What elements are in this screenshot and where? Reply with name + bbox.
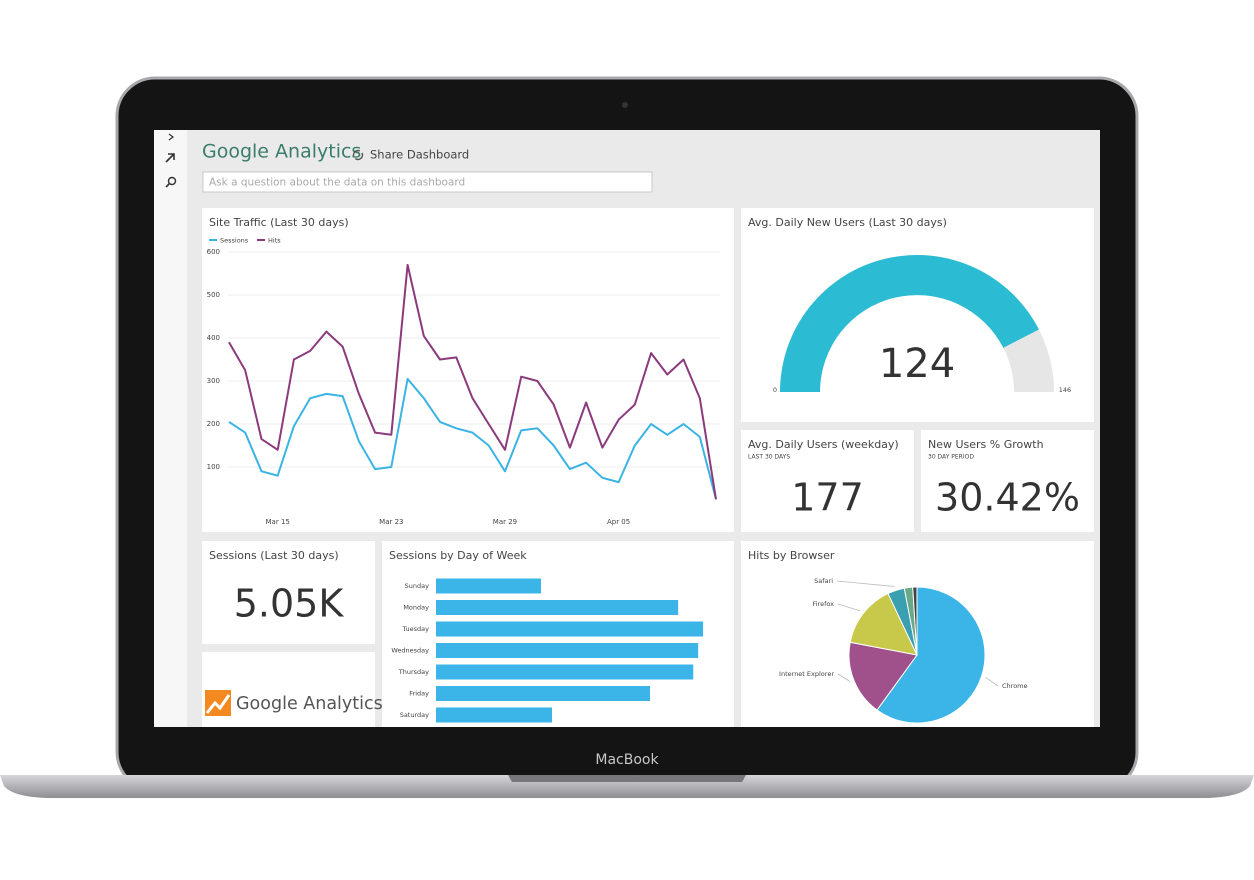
hinge-notch <box>508 775 746 782</box>
pie-slice[interactable] <box>912 586 918 656</box>
y-category-label: Thursday <box>398 668 429 676</box>
tile-title: Avg. Daily Users (weekday) <box>748 438 899 451</box>
y-tick-label: 200 <box>207 420 220 428</box>
search-box[interactable] <box>202 171 653 193</box>
screen: Google Analytics Share Dashboard Ask a q… <box>154 130 1100 741</box>
y-category-label: Tuesday <box>402 625 430 633</box>
y-tick-label: 400 <box>207 334 220 342</box>
x-tick-label: Mar 29 <box>493 518 517 526</box>
gauge-min: 0 <box>773 386 777 394</box>
tile-title: New Users % Growth <box>928 438 1044 451</box>
tile-subtitle: 30 DAY PERIOD <box>928 454 974 461</box>
kpi-value: 30.42% <box>935 476 1080 520</box>
y-tick-label: 300 <box>207 377 220 385</box>
expand-icon[interactable] <box>168 133 174 141</box>
x-tick-label: Mar 15 <box>266 518 290 526</box>
bar[interactable] <box>436 578 541 594</box>
bar[interactable] <box>436 600 679 615</box>
y-category-label: Friday <box>409 690 429 698</box>
logo-text: Google Analytics <box>236 694 383 714</box>
x-tick-label: Mar 23 <box>379 518 403 526</box>
leader-line <box>837 603 861 612</box>
y-category-label: Sunday <box>405 582 429 590</box>
tile-title: Site Traffic (Last 30 days) <box>209 216 349 229</box>
pie-label: Chrome <box>1002 682 1028 690</box>
y-category-label: Saturday <box>400 711 429 719</box>
y-category-label: Wednesday <box>391 647 429 655</box>
bar[interactable] <box>436 707 552 723</box>
y-tick-label: 600 <box>207 248 220 256</box>
tile-title: Sessions by Day of Week <box>389 549 527 562</box>
gauge-value-label: 124 <box>879 341 955 387</box>
tile-subtitle: LAST 30 DAYS <box>748 454 790 461</box>
pie-slice[interactable] <box>848 641 918 711</box>
share-label[interactable]: Share Dashboard <box>370 148 469 162</box>
camera <box>622 102 628 108</box>
tile-title: Hits by Browser <box>748 549 835 562</box>
tile-title: Sessions (Last 30 days) <box>209 549 339 562</box>
tile[interactable] <box>202 541 375 644</box>
search-placeholder[interactable]: Ask a question about the data on this da… <box>209 177 465 189</box>
y-category-label: Monday <box>403 604 429 612</box>
bar[interactable] <box>436 643 699 658</box>
kpi-value: 5.05K <box>234 582 345 626</box>
pie-label: Firefox <box>812 600 834 608</box>
tile-title: Avg. Daily New Users (Last 30 days) <box>748 216 947 229</box>
line-series <box>228 377 717 500</box>
legend-label[interactable]: Hits <box>268 237 281 245</box>
leader-line <box>836 580 895 587</box>
pie-label: Internet Explorer <box>779 670 834 678</box>
tile[interactable] <box>741 430 914 532</box>
tile[interactable] <box>382 541 734 741</box>
x-tick-label: Apr 05 <box>607 518 630 526</box>
y-tick-label: 500 <box>207 291 220 299</box>
gauge-value <box>780 255 1039 392</box>
search-icon[interactable] <box>165 176 177 188</box>
tile[interactable] <box>202 208 734 532</box>
logo-mark <box>205 694 231 714</box>
pie-slice[interactable] <box>849 592 918 656</box>
kpi-value: 177 <box>791 476 864 520</box>
y-tick-label: 100 <box>207 463 220 471</box>
pie-slice[interactable] <box>876 586 986 724</box>
legend-label[interactable]: Sessions <box>220 237 249 245</box>
nav-strip <box>154 130 187 727</box>
device-label: MacBook <box>595 752 659 768</box>
bar[interactable] <box>436 686 651 701</box>
bar[interactable] <box>436 621 704 637</box>
pie-label: Safari <box>814 577 833 585</box>
leader-line <box>985 676 999 687</box>
leader-line <box>837 673 851 682</box>
share-button[interactable]: Share Dashboard <box>352 148 470 162</box>
tiles: Site Traffic (Last 30 days) 100 200 300 400 5… <box>202 208 1094 741</box>
gauge-max: 146 <box>1059 386 1071 394</box>
line-series <box>228 263 717 500</box>
bar[interactable] <box>436 664 694 680</box>
tile[interactable] <box>921 430 1094 532</box>
laptop-base <box>0 775 1254 798</box>
dashboard-title: Google Analytics <box>202 141 361 163</box>
pin-icon[interactable] <box>165 153 175 163</box>
